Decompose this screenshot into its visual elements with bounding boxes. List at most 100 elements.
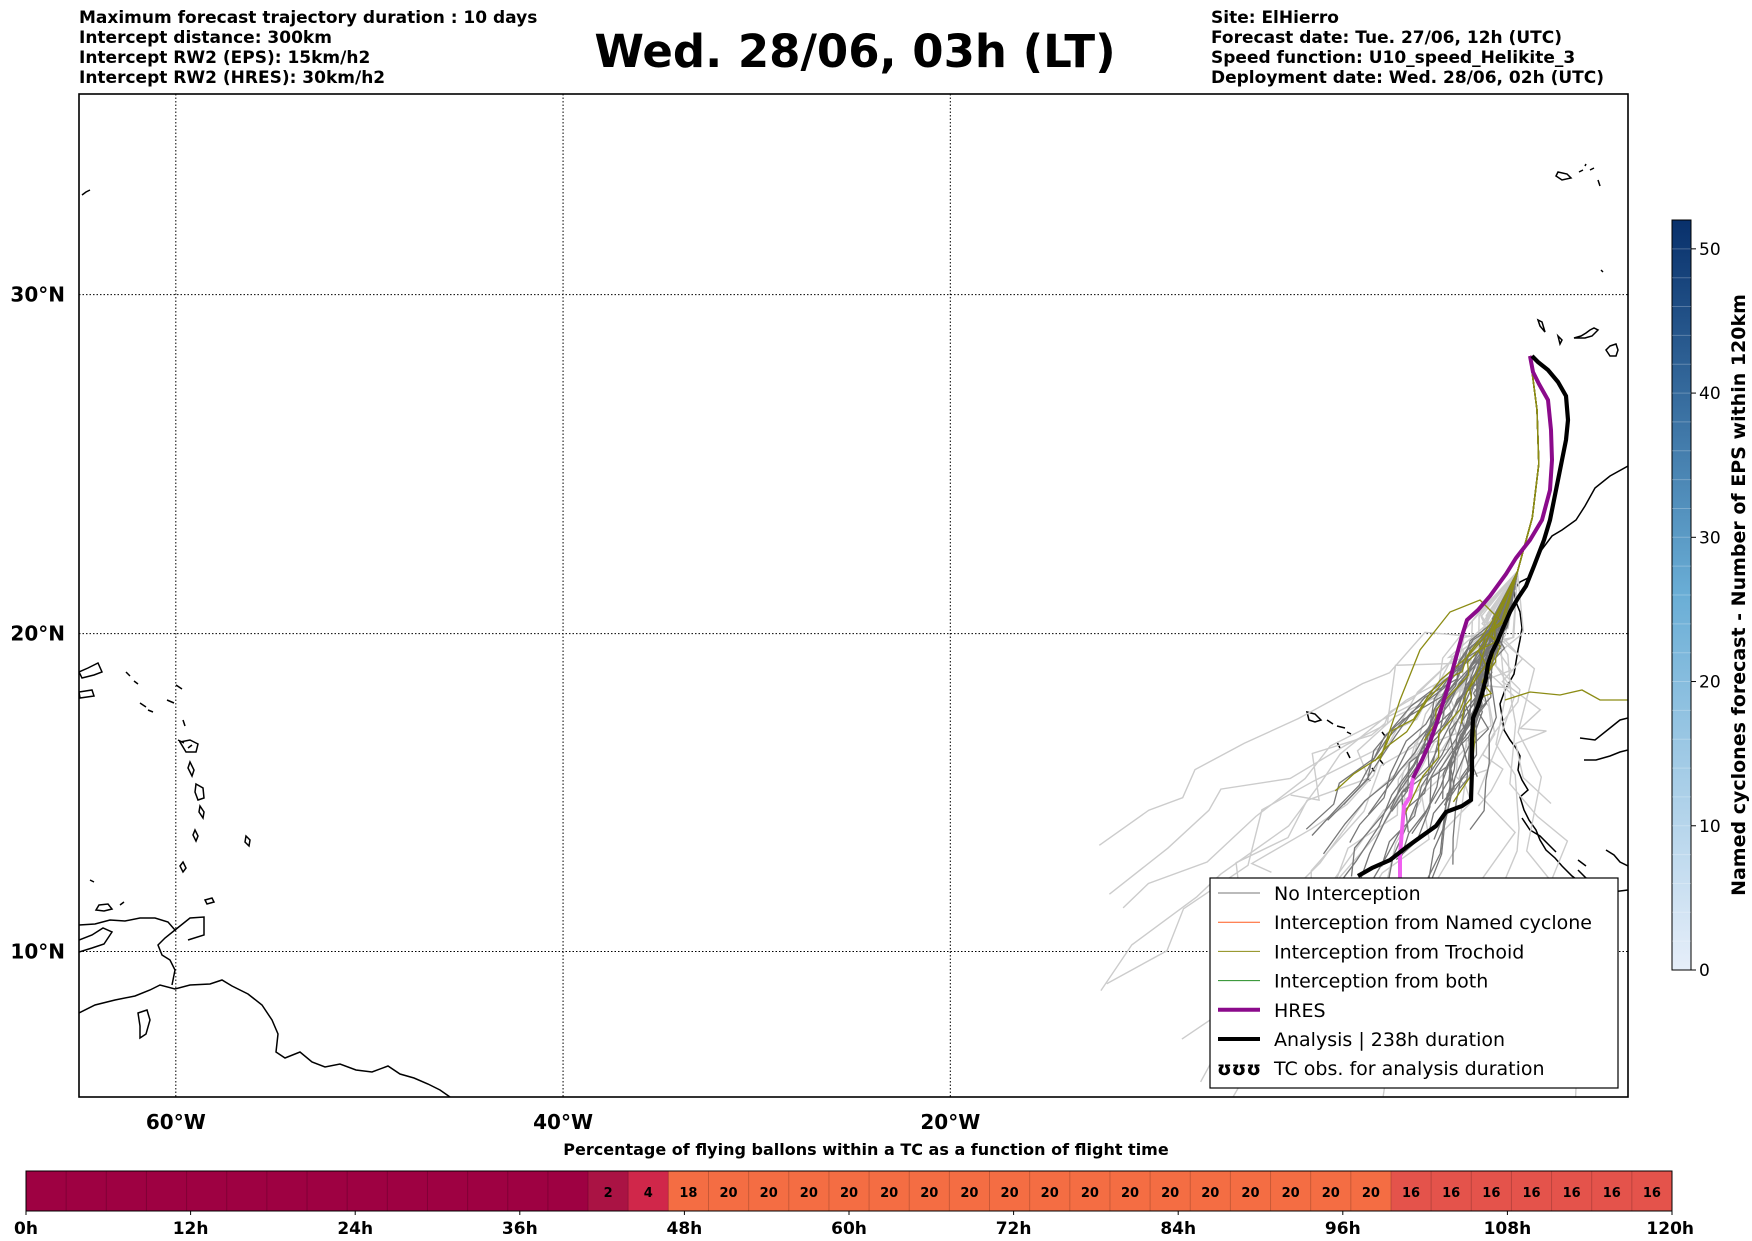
paria-coast <box>174 916 205 941</box>
run-parameters: Maximum forecast trajectory duration : 1… <box>79 8 537 88</box>
timebar-cell <box>1069 1171 1111 1211</box>
venezuela-coast <box>79 917 177 986</box>
lat-tick-label: 10°N <box>10 940 65 964</box>
run-metadata-line-3: Deployment date: Wed. 28/06, 02h (UTC) <box>1211 68 1605 88</box>
canary-islands <box>1536 318 1619 357</box>
curacao <box>94 903 114 912</box>
timebar-tick-label: 24h <box>337 1219 373 1239</box>
timebar-cell <box>507 1171 549 1211</box>
timebar-cell <box>989 1171 1031 1211</box>
legend-label: TC obs. for analysis duration <box>1273 1058 1545 1080</box>
map-frame <box>78 93 1629 1098</box>
virgin-islands <box>125 671 154 713</box>
timebar-cell-value: 20 <box>1282 1186 1300 1201</box>
timebar-cell <box>1350 1171 1392 1211</box>
timebar-tick-label: 60h <box>831 1219 867 1239</box>
timebar-cell-value: 20 <box>1362 1186 1380 1201</box>
madeira <box>1555 163 1601 187</box>
timebar-cell-value: 4 <box>644 1186 653 1201</box>
senegal-gambia-coast <box>1579 717 1628 761</box>
timebar-cell-value: 20 <box>1041 1186 1059 1201</box>
timebar-cell <box>266 1171 308 1211</box>
eps-light-track <box>1326 355 1540 933</box>
grenada <box>179 860 187 874</box>
eps-light-track <box>1122 355 1540 909</box>
timebar-cell <box>828 1171 870 1211</box>
colorbar-tick-label: 50 <box>1699 240 1721 260</box>
timebar-cell <box>1230 1171 1272 1211</box>
colorbar-tick-label: 0 <box>1699 961 1710 981</box>
timebar-tick-label: 108h <box>1484 1219 1532 1239</box>
graticule <box>79 94 1628 1097</box>
hres-track <box>1411 355 1555 779</box>
hispaniola-coast <box>79 661 104 679</box>
timebar-cell <box>26 1171 67 1211</box>
south-america-coastline <box>79 979 451 1097</box>
dominica <box>187 760 195 778</box>
legend: No Interception Interception from Named c… <box>1209 877 1619 1089</box>
timebar-cell-value: 20 <box>1001 1186 1019 1201</box>
timebar-cell <box>1431 1171 1472 1211</box>
timebar-cell <box>186 1171 228 1211</box>
colorbar-gradient <box>1671 219 1692 971</box>
timebar-cell-value: 16 <box>1402 1186 1420 1201</box>
timebar-cell <box>1310 1171 1352 1211</box>
timebar-cell <box>66 1171 107 1211</box>
timebar-cell <box>909 1171 950 1211</box>
analysis-track <box>1356 354 1571 878</box>
colorbar-label: Named cyclones forecast - Number of EPS … <box>1728 294 1750 896</box>
no-interception-track <box>1469 355 1540 777</box>
timebar-tick-label: 48h <box>667 1219 703 1239</box>
run-metadata-line-0: Site: ElHierro <box>1211 8 1339 28</box>
timebar-cell-value: 20 <box>840 1186 858 1201</box>
timebar-tick-label: 120h <box>1646 1219 1694 1239</box>
axis-tick-labels: 30°N 20°N 10°N 60°W 40°W 20°W <box>10 283 980 1134</box>
run-metadata: Site: ElHierro Forecast date: Tue. 27/06,… <box>1211 8 1604 88</box>
timebar-tick-label: 96h <box>1325 1219 1361 1239</box>
timebar-cell-value: 20 <box>1081 1186 1099 1201</box>
timebar-cell-value: 20 <box>920 1186 938 1201</box>
timebar-cell <box>146 1171 188 1211</box>
legend-label: Interception from Trochoid <box>1274 941 1524 963</box>
timebar-tick-label: 36h <box>502 1219 538 1239</box>
timebar-cell <box>1150 1171 1191 1211</box>
timebar-cell <box>708 1171 750 1211</box>
timebar-cell <box>1551 1171 1593 1211</box>
cape-verde <box>1305 710 1386 782</box>
timebar-cell-value: 16 <box>1603 1186 1621 1201</box>
lon-tick-label: 60°W <box>146 1110 206 1134</box>
lat-tick-label: 30°N <box>10 283 65 307</box>
run-metadata-line-2: Speed function: U10_speed_Helikite_3 <box>1211 48 1576 68</box>
lon-tick-label: 40°W <box>533 1110 593 1134</box>
timebar-cell-value: 20 <box>1161 1186 1179 1201</box>
timebar-tick-label: 84h <box>1160 1219 1196 1239</box>
timebar-cell <box>1190 1171 1231 1211</box>
timebar-cell-value: 18 <box>679 1186 697 1201</box>
timebar-cell-value: 16 <box>1563 1186 1581 1201</box>
trinidad <box>137 1009 151 1040</box>
legend-box <box>1209 877 1619 1089</box>
timebar-cell <box>547 1171 589 1211</box>
hres-track-pink <box>1398 777 1415 891</box>
colorbar-tick-label: 20 <box>1699 673 1721 693</box>
run-parameter-line-3: Intercept RW2 (HRES): 30km/h2 <box>79 68 386 88</box>
st-lucia <box>198 804 205 820</box>
legend-label: Analysis | 238h duration <box>1274 1029 1505 1051</box>
timebar-cell <box>1270 1171 1312 1211</box>
timebar-tick-label: 0h <box>14 1219 38 1239</box>
timebar-cell-value: 20 <box>1201 1186 1219 1201</box>
martinique <box>194 782 205 801</box>
timebar-cell-value: 20 <box>880 1186 898 1201</box>
lon-tick-label: 20°W <box>920 1110 980 1134</box>
timebar-cell-value: 16 <box>1522 1186 1540 1201</box>
eps-light-track <box>1356 355 1540 969</box>
puerto-rico <box>79 689 95 699</box>
run-parameter-line-2: Intercept RW2 (EPS): 15km/h2 <box>79 48 371 68</box>
time-percentage-bar: Percentage of flying ballons within a TC… <box>14 1140 1694 1239</box>
small-islands <box>81 189 125 906</box>
timebar-cell <box>949 1171 991 1211</box>
leeward-islands <box>166 684 193 749</box>
timebar-tick-label: 72h <box>996 1219 1032 1239</box>
timebar-cell-value: 20 <box>1241 1186 1259 1201</box>
